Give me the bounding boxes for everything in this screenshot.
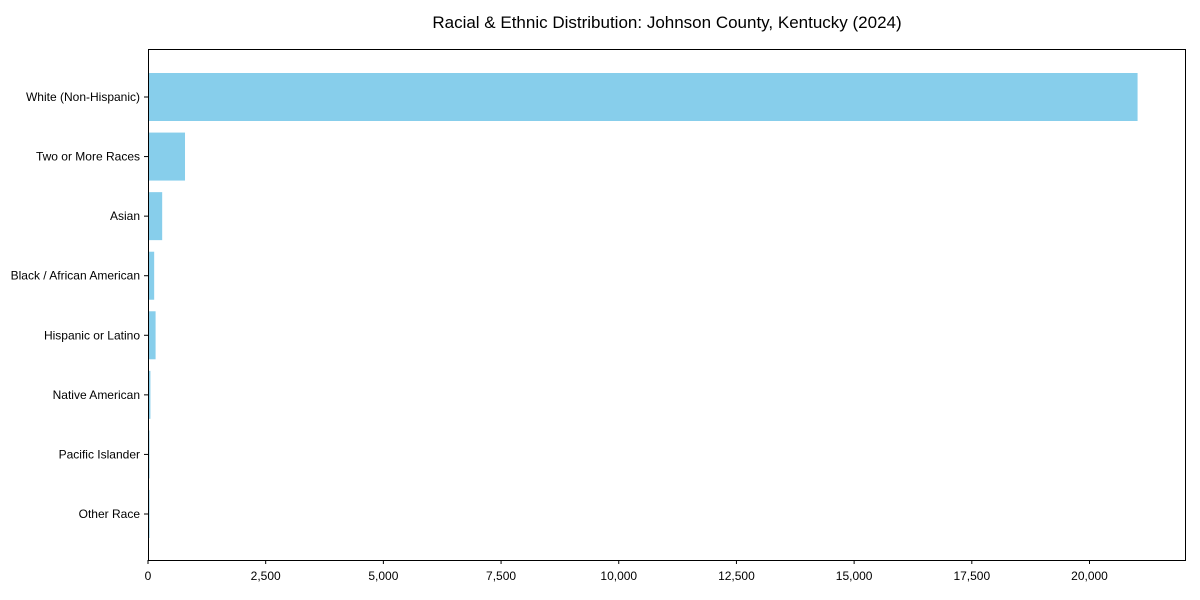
bar <box>149 490 150 538</box>
bar <box>149 311 156 360</box>
y-tick-label: Other Race <box>79 507 141 521</box>
y-tick-label: Asian <box>110 209 140 223</box>
x-tick-label: 7,500 <box>486 569 516 583</box>
x-tick-label: 2,500 <box>251 569 281 583</box>
y-tick-label: Two or More Races <box>36 150 140 164</box>
y-tick-label: Native American <box>53 388 140 402</box>
y-tick-label: Black / African American <box>11 269 140 283</box>
bar <box>149 251 155 300</box>
bar <box>149 370 151 419</box>
bar <box>149 430 150 479</box>
x-tick-label: 12,500 <box>718 569 755 583</box>
y-tick-label: White (Non-Hispanic) <box>26 90 140 104</box>
x-tick-label: 20,000 <box>1071 569 1108 583</box>
plot-border <box>148 49 1186 561</box>
y-tick-label: Hispanic or Latino <box>44 328 140 342</box>
x-tick-label: 10,000 <box>600 569 637 583</box>
bar <box>149 73 1138 121</box>
chart-title: Racial & Ethnic Distribution: Johnson Co… <box>432 13 901 32</box>
x-tick-label: 17,500 <box>953 569 990 583</box>
bar <box>149 132 186 181</box>
bars-layer <box>149 73 1138 538</box>
x-tick-label: 5,000 <box>368 569 398 583</box>
bar <box>149 192 163 241</box>
y-tick-label: Pacific Islander <box>59 447 140 461</box>
x-tick-label: 15,000 <box>836 569 873 583</box>
x-tick-label: 0 <box>145 569 152 583</box>
axes-layer: 0 2,500 5,000 7,500 10,000 12,500 15,000 17,500… <box>11 90 1109 583</box>
